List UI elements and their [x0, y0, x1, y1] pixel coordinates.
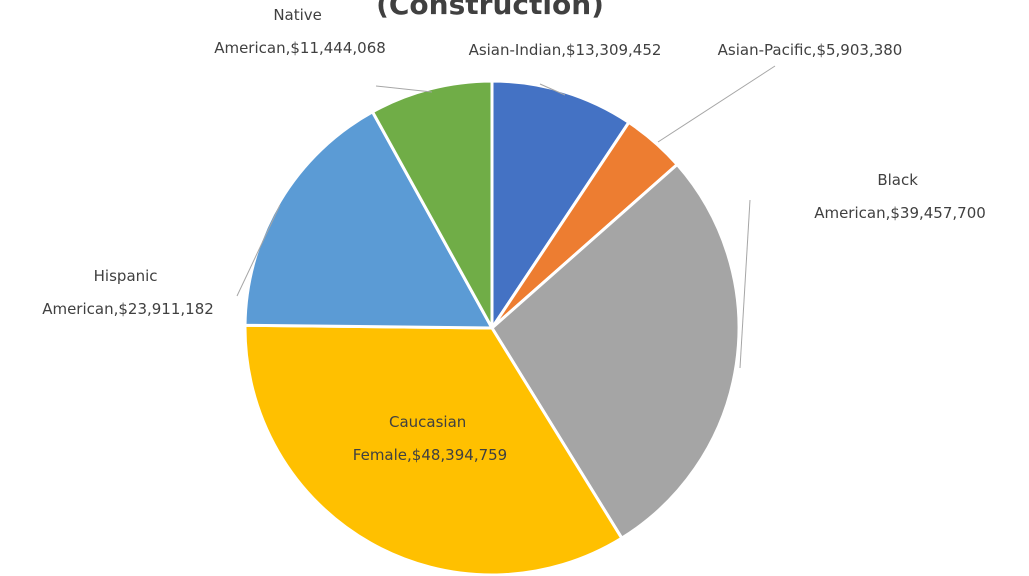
label-line: Caucasian — [389, 413, 471, 431]
data-label: Caucasian Female,$48,394,759 — [353, 413, 507, 464]
label-line: American,$39,457,700 — [814, 204, 986, 222]
leader-line — [739, 199, 751, 369]
label-line: Black — [877, 171, 922, 189]
data-label: Native American,$11,444,068 — [214, 6, 386, 57]
label-line: American,$11,444,068 — [214, 39, 386, 57]
leader-line — [236, 204, 281, 297]
label-line: Native — [273, 6, 326, 24]
data-label: Hispanic American,$23,911,182 — [42, 267, 214, 318]
pie-slice — [243, 109, 495, 330]
chart-title: (Construction) — [376, 0, 604, 21]
pie-slice — [243, 323, 624, 576]
pie-slice — [490, 79, 631, 333]
pie-slice — [490, 162, 741, 541]
leader-line — [657, 65, 776, 143]
label-line: Female,$48,394,759 — [353, 446, 507, 464]
data-label: Asian-Pacific,$5,903,380 — [718, 41, 903, 59]
leader-line — [375, 85, 433, 93]
leader-line — [539, 83, 566, 96]
data-label: Asian-Indian,$13,309,452 — [469, 41, 662, 59]
label-line: Hispanic — [94, 267, 163, 285]
pie-slice — [370, 79, 494, 329]
label-line: American,$23,911,182 — [42, 300, 214, 318]
data-label: Black American,$39,457,700 — [814, 171, 986, 222]
